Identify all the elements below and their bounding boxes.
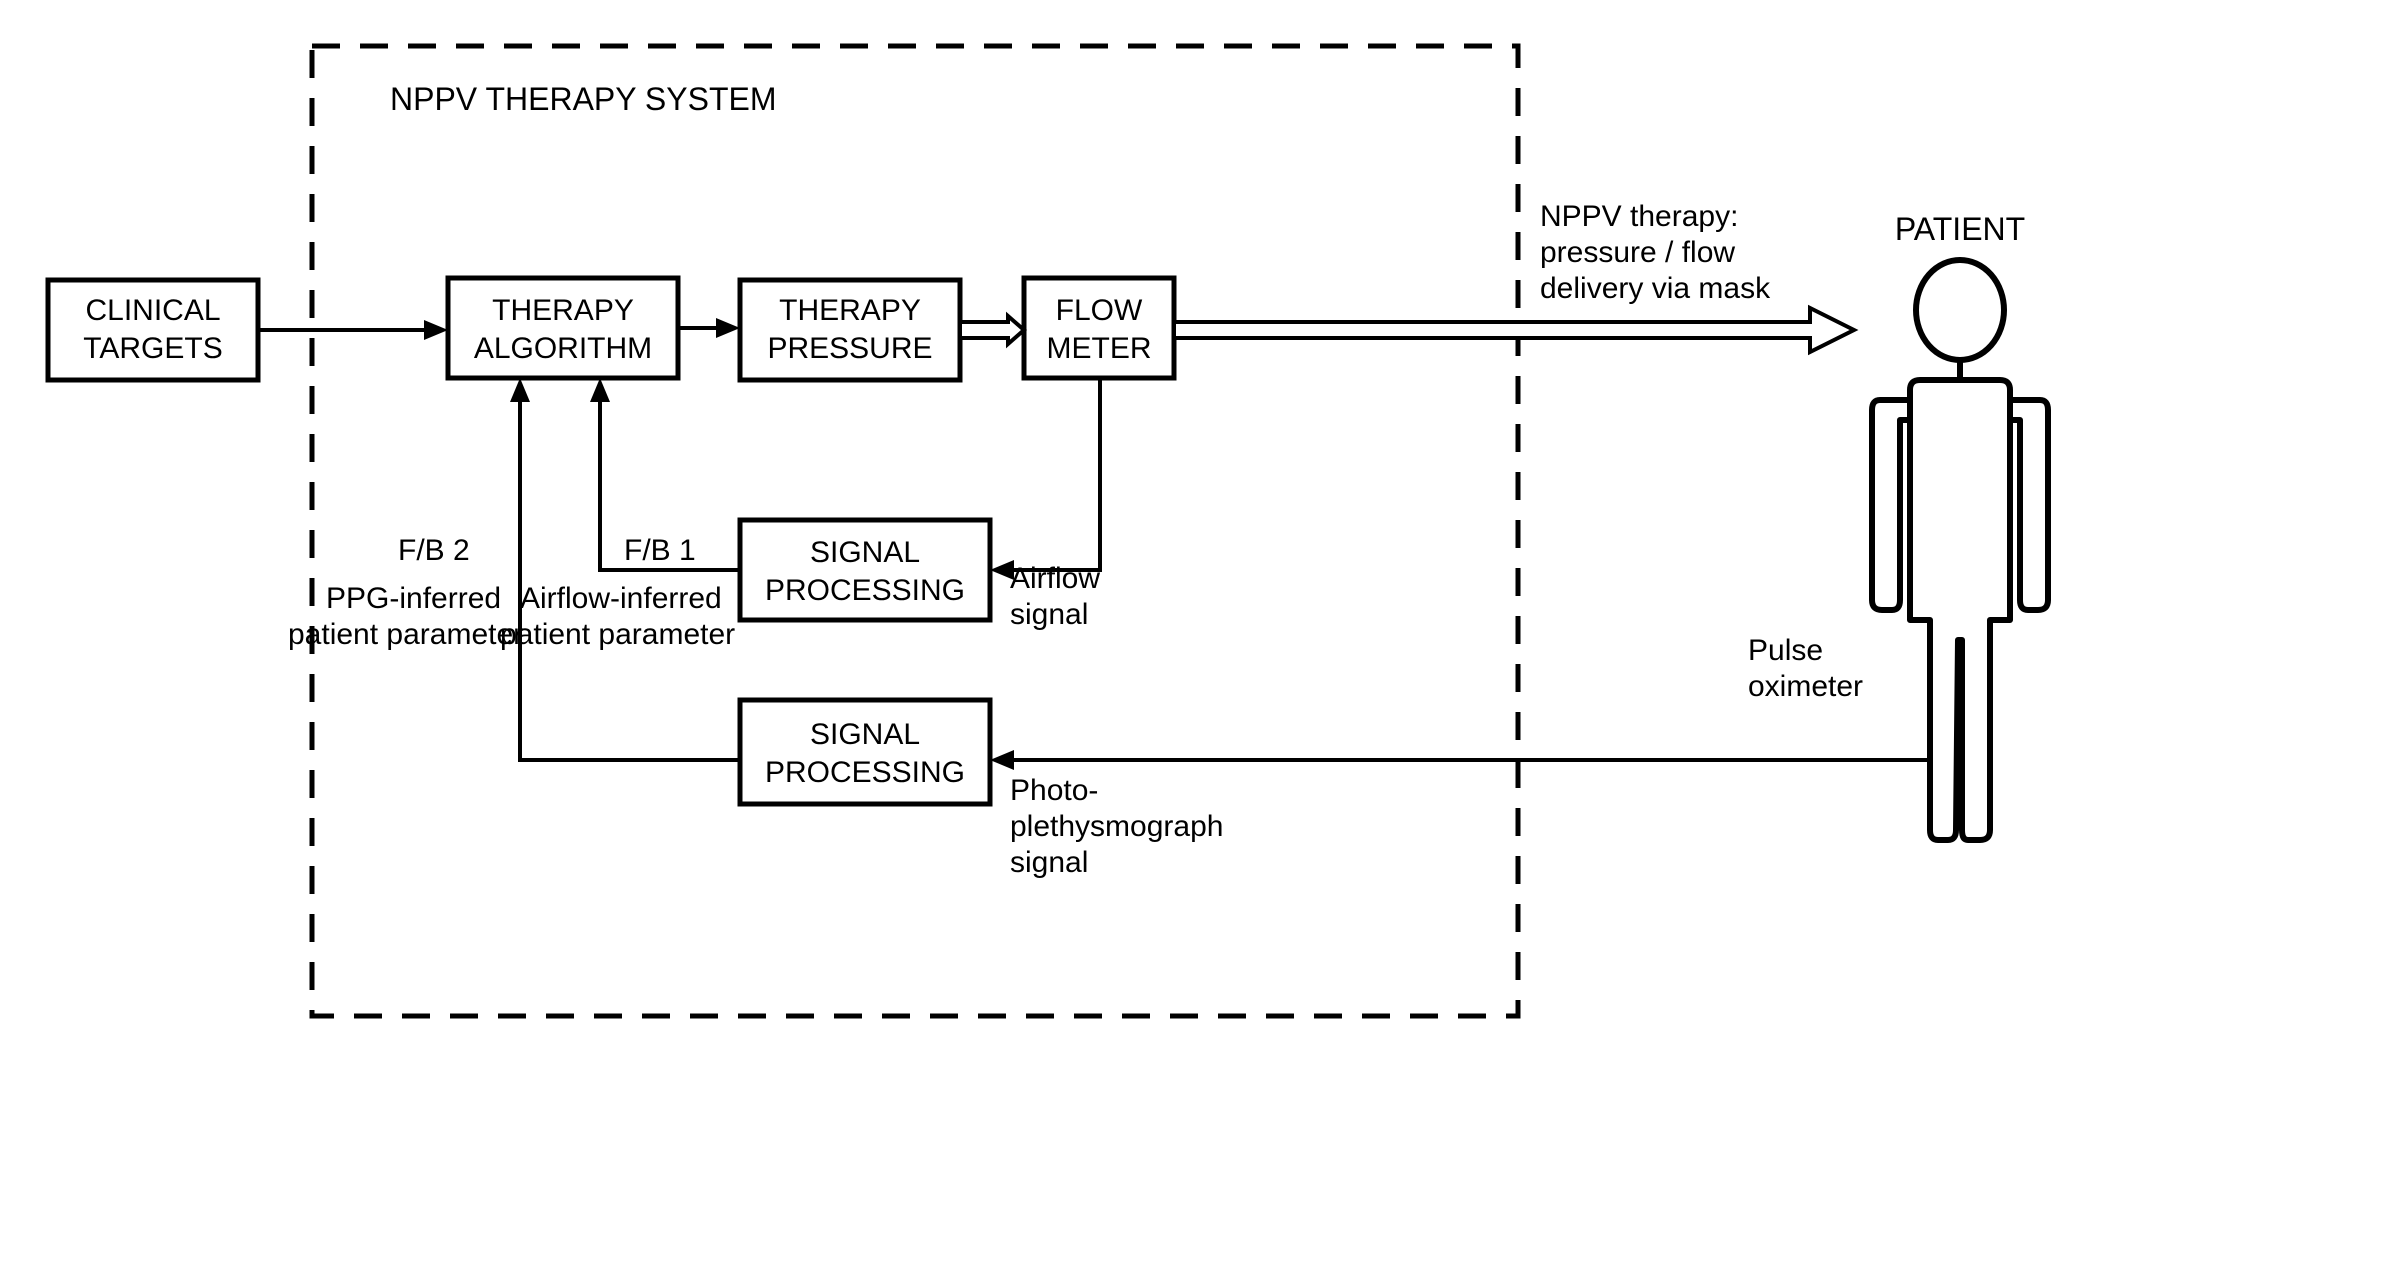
patient-icon xyxy=(1872,260,2048,840)
node-flow-meter: FLOW METER xyxy=(1024,278,1174,378)
svg-text:THERAPY: THERAPY xyxy=(492,294,634,327)
edge-clinical-to-algorithm xyxy=(258,320,448,340)
svg-text:PROCESSING: PROCESSING xyxy=(765,756,965,789)
node-therapy-pressure: THERAPY PRESSURE xyxy=(740,280,960,380)
label-pulse-1: Pulse xyxy=(1748,634,1823,667)
label-fb2-2: patient parameter xyxy=(288,618,523,651)
system-title: NPPV THERAPY SYSTEM xyxy=(390,81,776,117)
node-clinical-targets: CLINICAL TARGETS xyxy=(48,280,258,380)
label-nppv-therapy-2: pressure / flow xyxy=(1540,236,1735,269)
label-ppg-2: plethysmograph xyxy=(1010,810,1223,843)
label-fb1-1: Airflow-inferred xyxy=(520,582,722,615)
svg-text:THERAPY: THERAPY xyxy=(779,294,921,327)
label-fb1-2: patient parameter xyxy=(500,618,735,651)
svg-text:PRESSURE: PRESSURE xyxy=(767,332,932,365)
label-ppg-3: signal xyxy=(1010,846,1088,879)
svg-text:ALGORITHM: ALGORITHM xyxy=(474,332,652,365)
svg-text:SIGNAL: SIGNAL xyxy=(810,718,920,751)
svg-text:METER: METER xyxy=(1047,332,1152,365)
label-pulse-2: oximeter xyxy=(1748,670,1863,703)
label-nppv-therapy-1: NPPV therapy: xyxy=(1540,200,1738,233)
edge-flowmeter-to-sp1 xyxy=(990,378,1100,580)
label-airflow-2: signal xyxy=(1010,598,1088,631)
node-signal-processing-2: SIGNAL PROCESSING xyxy=(740,700,990,804)
nppv-diagram: NPPV THERAPY SYSTEM CLINICAL TARGETS THE… xyxy=(0,0,2408,1266)
svg-text:SIGNAL: SIGNAL xyxy=(810,536,920,569)
node-signal-processing-1: SIGNAL PROCESSING xyxy=(740,520,990,620)
edge-pressure-to-flowmeter xyxy=(960,316,1024,344)
label-patient: PATIENT xyxy=(1895,211,2025,247)
svg-text:CLINICAL: CLINICAL xyxy=(85,294,220,327)
label-fb2-1: PPG-inferred xyxy=(326,582,501,615)
label-fb1-title: F/B 1 xyxy=(624,534,696,567)
label-airflow-1: Airflow xyxy=(1010,562,1100,595)
edge-algorithm-to-pressure xyxy=(678,318,740,338)
label-fb2-title: F/B 2 xyxy=(398,534,470,567)
node-therapy-algorithm: THERAPY ALGORITHM xyxy=(448,278,678,378)
edge-patient-to-sp2 xyxy=(990,750,1930,770)
svg-text:TARGETS: TARGETS xyxy=(83,332,222,365)
svg-text:PROCESSING: PROCESSING xyxy=(765,574,965,607)
label-ppg-1: Photo- xyxy=(1010,774,1098,807)
svg-text:FLOW: FLOW xyxy=(1056,294,1143,327)
edge-flowmeter-to-patient xyxy=(1174,308,1854,352)
label-nppv-therapy-3: delivery via mask xyxy=(1540,272,1771,305)
